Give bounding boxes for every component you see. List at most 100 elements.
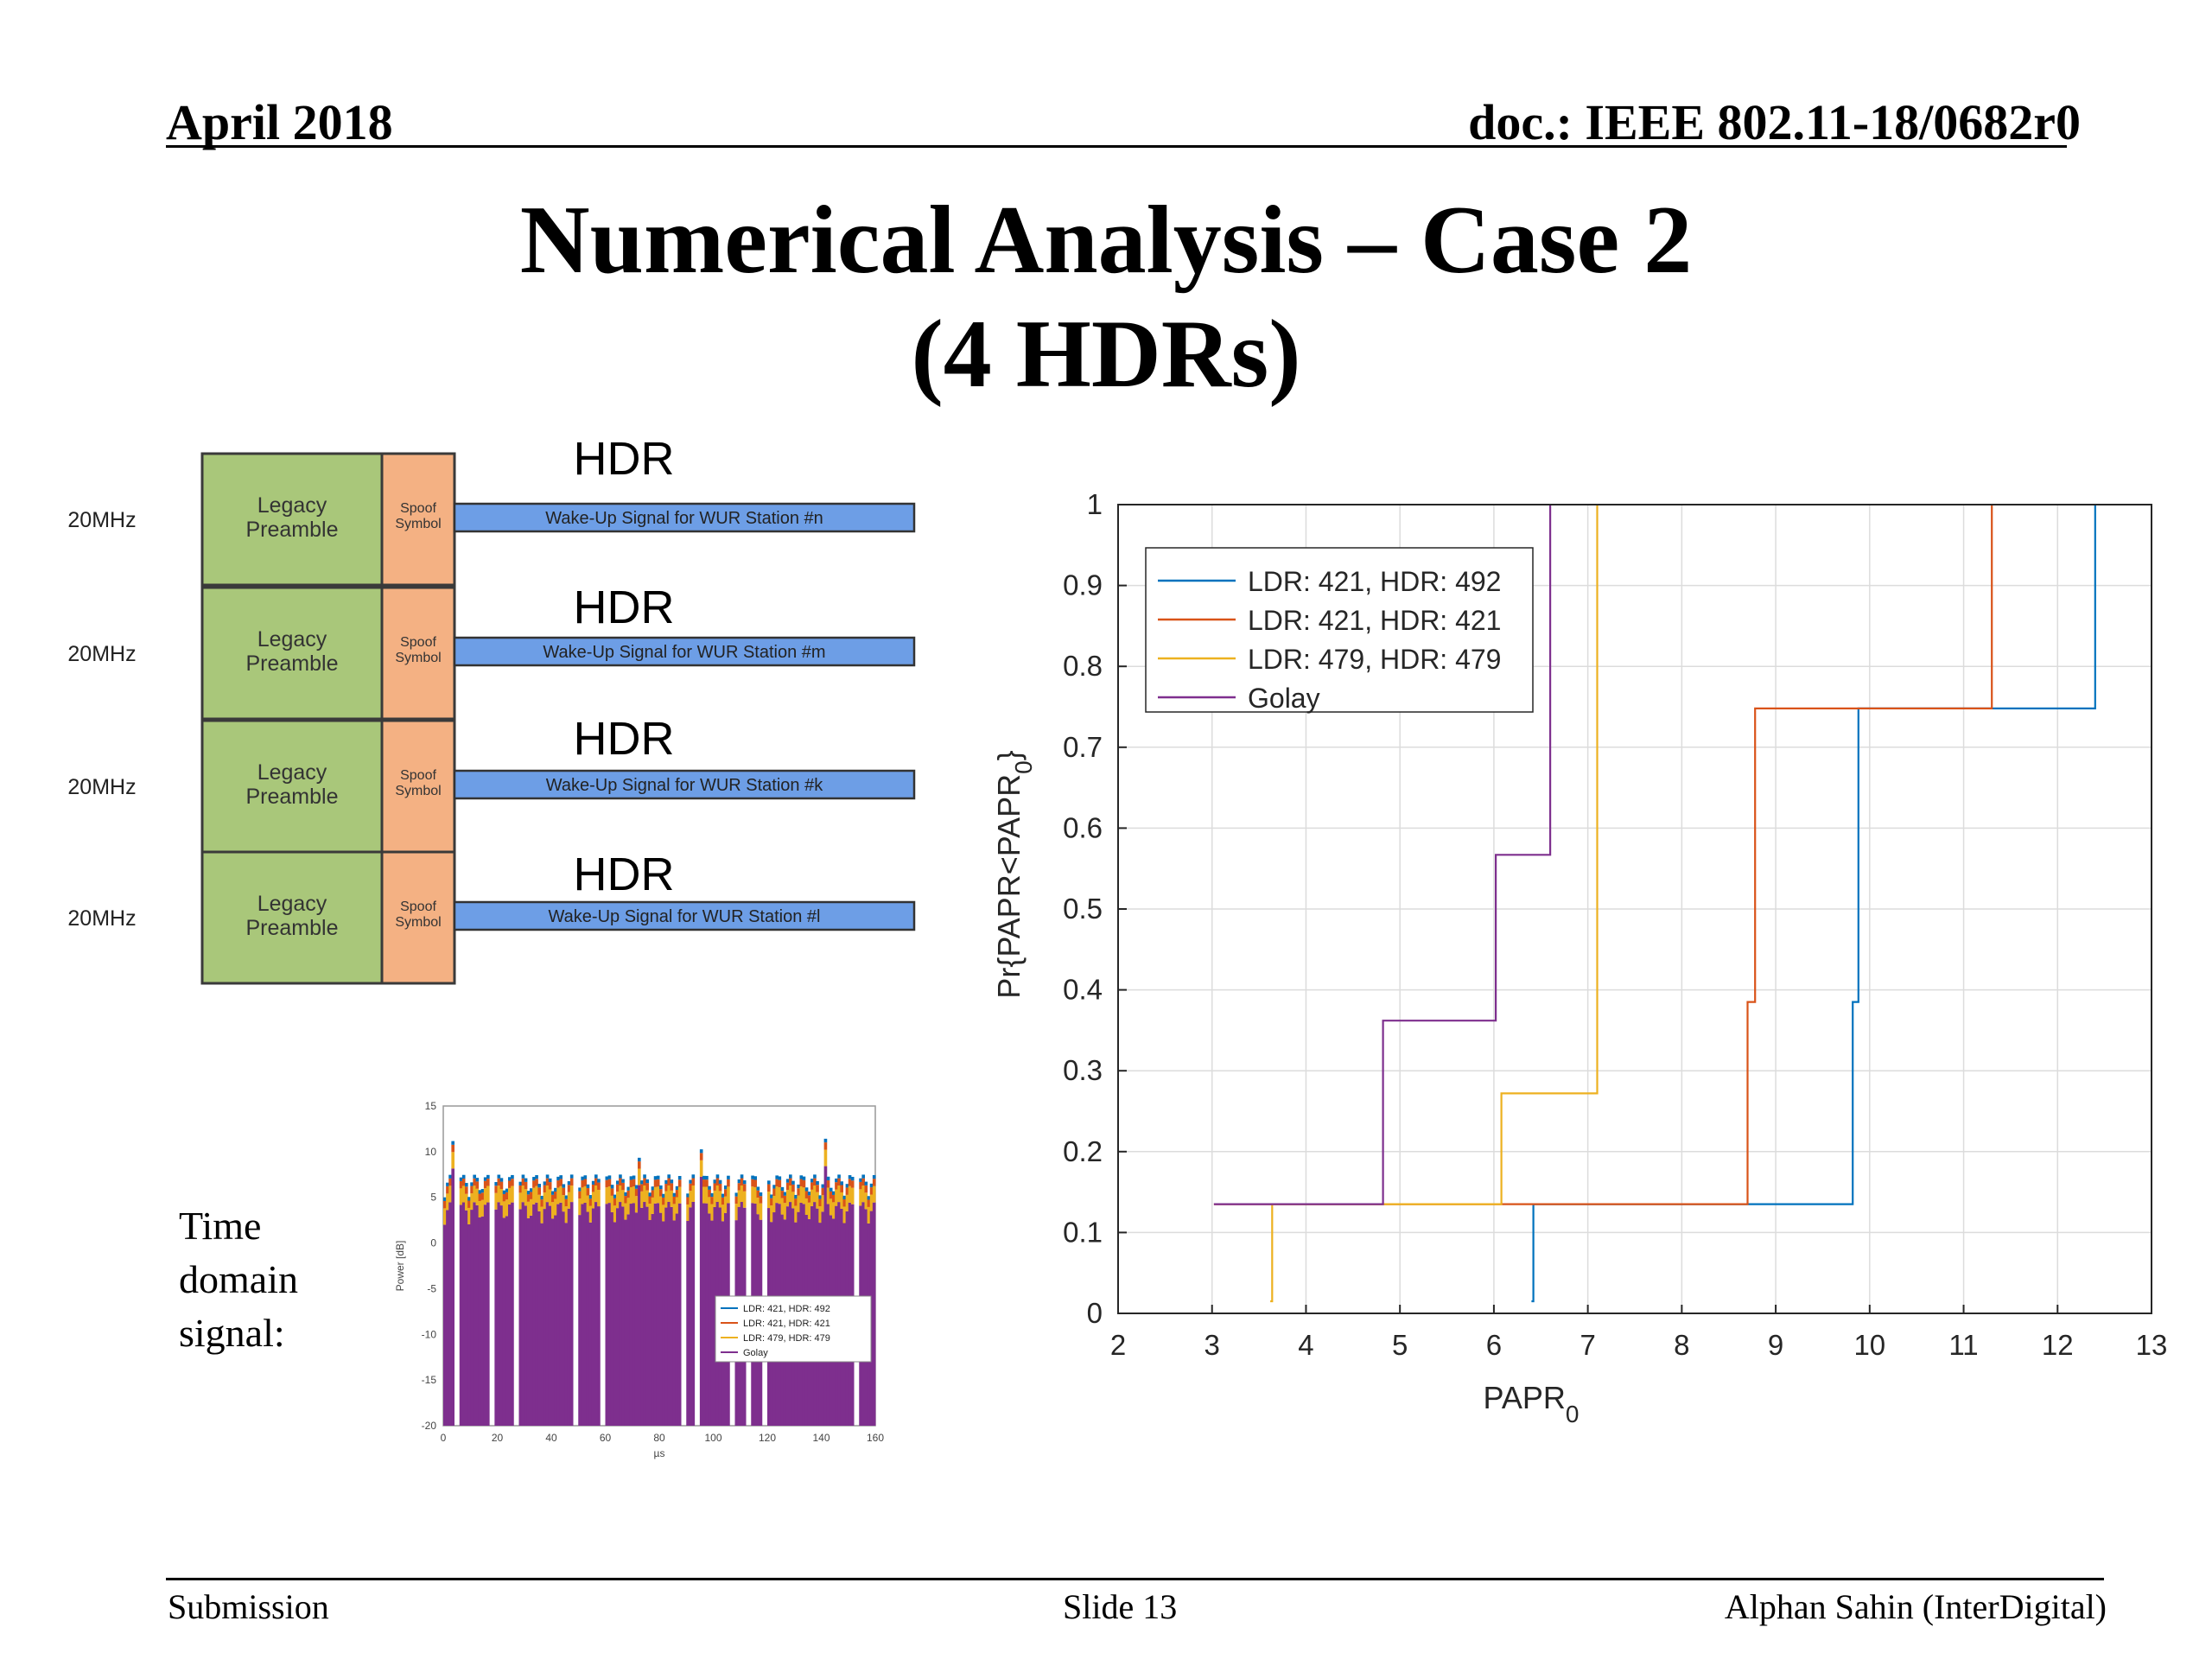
spoof-symbol-block xyxy=(380,719,456,854)
time-domain-label-line: Time xyxy=(179,1204,262,1248)
td-golay-bar xyxy=(662,1221,665,1426)
series-line xyxy=(1213,505,1552,1205)
td-golay-bar xyxy=(486,1202,490,1426)
td-blue-bar xyxy=(564,1195,569,1199)
td-golay-bar xyxy=(648,1219,652,1426)
td-blue-bar xyxy=(451,1141,454,1145)
td-orange-bar xyxy=(638,1161,641,1169)
td-golay-bar xyxy=(869,1211,874,1426)
td-yellow-bar xyxy=(540,1206,544,1224)
td-orange-bar xyxy=(588,1198,593,1206)
td-yellow-bar xyxy=(807,1202,811,1219)
td-golay-bar xyxy=(551,1218,555,1426)
td-yellow-bar xyxy=(826,1187,830,1205)
td-blue-bar xyxy=(791,1180,795,1185)
td-orange-bar xyxy=(475,1181,480,1189)
td-orange-bar xyxy=(783,1195,787,1204)
td-yellow-bar xyxy=(861,1185,865,1203)
y-tick-label: 0.1 xyxy=(1063,1216,1103,1248)
td-yellow-bar xyxy=(629,1187,633,1205)
td-blue-bar xyxy=(794,1194,798,1199)
td-blue-bar xyxy=(775,1175,779,1179)
td-golay-bar xyxy=(702,1203,706,1426)
td-blue-bar xyxy=(535,1175,538,1179)
td-golay-bar xyxy=(699,1176,703,1426)
td-blue-bar xyxy=(802,1176,806,1180)
x-tick-label: 12 xyxy=(2042,1329,2074,1361)
td-orange-bar xyxy=(446,1185,449,1194)
td-yellow-bar xyxy=(708,1197,711,1214)
td-golay-bar xyxy=(610,1211,614,1426)
td-yellow-bar xyxy=(480,1199,485,1217)
td-golay-bar xyxy=(540,1223,544,1426)
td-blue-bar xyxy=(610,1185,614,1189)
td-yellow-bar xyxy=(783,1203,787,1220)
td-orange-bar xyxy=(672,1196,677,1205)
td-yellow-bar xyxy=(448,1185,452,1203)
td-x-tick: 120 xyxy=(759,1432,776,1444)
td-yellow-bar xyxy=(511,1185,514,1203)
footer-submission: Submission xyxy=(168,1587,329,1626)
y-tick-label: 0.3 xyxy=(1063,1054,1103,1086)
td-yellow-bar xyxy=(554,1198,557,1216)
td-blue-bar xyxy=(480,1189,485,1193)
td-golay-bar xyxy=(675,1213,679,1426)
td-blue-bar xyxy=(804,1187,809,1192)
td-golay-bar xyxy=(659,1212,663,1426)
td-yellow-bar xyxy=(686,1204,690,1222)
td-yellow-bar xyxy=(535,1185,538,1203)
td-orange-bar xyxy=(837,1178,841,1186)
td-golay-bar xyxy=(626,1214,631,1426)
x-tick-label: 6 xyxy=(1486,1329,1502,1361)
td-y-label: Power [dB] xyxy=(394,1241,406,1292)
td-yellow-bar xyxy=(505,1199,509,1217)
td-yellow-bar xyxy=(502,1201,506,1218)
td-blue-bar xyxy=(511,1174,514,1179)
td-yellow-bar xyxy=(624,1203,627,1220)
td-blue-bar xyxy=(797,1184,800,1189)
bandwidth-label: 20MHz xyxy=(67,906,136,931)
td-blue-bar xyxy=(867,1196,871,1200)
td-blue-bar xyxy=(613,1194,617,1198)
td-yellow-bar xyxy=(818,1206,822,1224)
y-tick-label: 0.4 xyxy=(1063,974,1103,1006)
td-yellow-bar xyxy=(823,1149,828,1166)
td-blue-bar xyxy=(664,1179,668,1185)
td-yellow-bar xyxy=(842,1206,847,1224)
td-orange-bar xyxy=(799,1179,804,1186)
td-blue-bar xyxy=(483,1177,487,1181)
td-blue-bar xyxy=(562,1184,566,1188)
td-golay-bar xyxy=(588,1222,593,1426)
td-blue-bar xyxy=(467,1197,471,1201)
td-golay-bar xyxy=(624,1219,627,1426)
td-orange-bar xyxy=(497,1178,501,1186)
spoof-symbol-block xyxy=(380,452,456,587)
td-orange-bar xyxy=(532,1180,536,1188)
td-yellow-bar xyxy=(524,1189,528,1206)
td-yellow-bar xyxy=(610,1195,614,1212)
td-yellow-bar xyxy=(569,1185,574,1203)
td-blue-bar xyxy=(659,1185,663,1190)
td-orange-bar xyxy=(686,1197,690,1205)
td-yellow-bar xyxy=(810,1189,814,1206)
td-golay-bar xyxy=(632,1203,636,1426)
td-golay-bar xyxy=(543,1209,547,1426)
td-blue-bar xyxy=(799,1175,804,1179)
td-orange-bar xyxy=(451,1144,454,1153)
x-tick-label: 5 xyxy=(1392,1329,1408,1361)
td-orange-bar xyxy=(789,1178,792,1186)
td-yellow-bar xyxy=(780,1198,785,1215)
td-yellow-bar xyxy=(767,1192,771,1209)
td-orange-bar xyxy=(619,1178,622,1186)
legend-label: LDR: 421, HDR: 492 xyxy=(1248,566,1501,597)
td-yellow-bar xyxy=(564,1206,569,1224)
td-orange-bar xyxy=(443,1200,447,1209)
td-blue-bar xyxy=(845,1184,849,1188)
td-blue-bar xyxy=(861,1174,865,1179)
td-orange-bar xyxy=(872,1179,876,1186)
hdr-label: HDR xyxy=(574,582,675,633)
td-blue-bar xyxy=(686,1193,690,1198)
td-orange-bar xyxy=(691,1178,696,1185)
td-yellow-bar xyxy=(864,1192,868,1210)
td-orange-bar xyxy=(581,1179,584,1188)
